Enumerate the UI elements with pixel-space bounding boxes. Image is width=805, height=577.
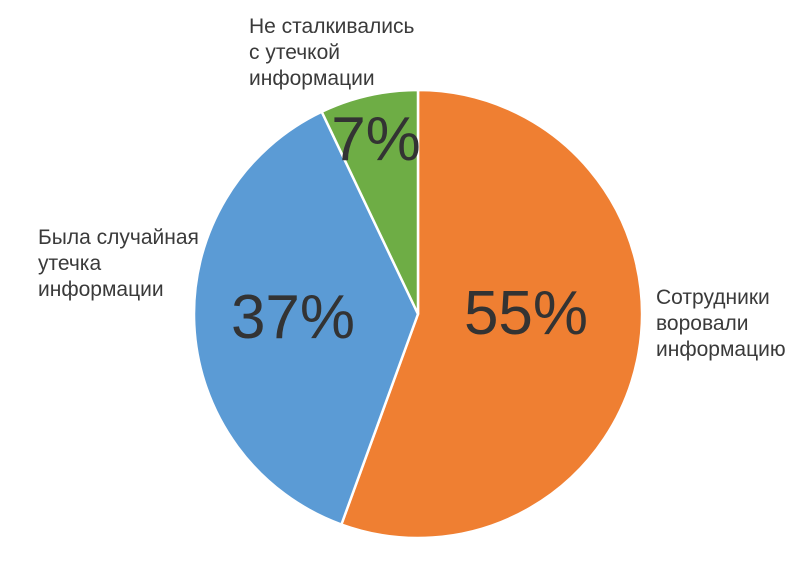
category-label-line: информации [38,278,164,301]
category-labels: Сотрудники воровали информацию Была случайн… [38,15,786,361]
pie-slice-3 [320,88,420,316]
pie-slice-1 [340,88,644,540]
category-label-line: информацию [656,338,786,361]
pie-slices [192,88,644,540]
category-label-2: Была случайная утечка информации [38,226,199,301]
category-label-3: Не сталкивались с утечкой информации [249,15,414,90]
category-label-line: Не сталкивались [249,15,414,38]
category-label-line: воровали [656,312,749,335]
percent-labels: 55% 37% 7% [231,105,588,352]
category-label-line: Сотрудники [656,286,770,309]
pie-slice-2 [192,110,420,526]
percent-label-2: 37% [231,283,355,352]
percent-label-3: 7% [331,105,421,174]
category-label-line: Была случайная [38,226,199,249]
category-label-line: утечка [38,252,101,275]
category-label-line: с утечкой [249,41,340,64]
percent-label-1: 55% [464,279,588,348]
category-label-line: информации [249,67,375,90]
category-label-1: Сотрудники воровали информацию [656,286,786,361]
